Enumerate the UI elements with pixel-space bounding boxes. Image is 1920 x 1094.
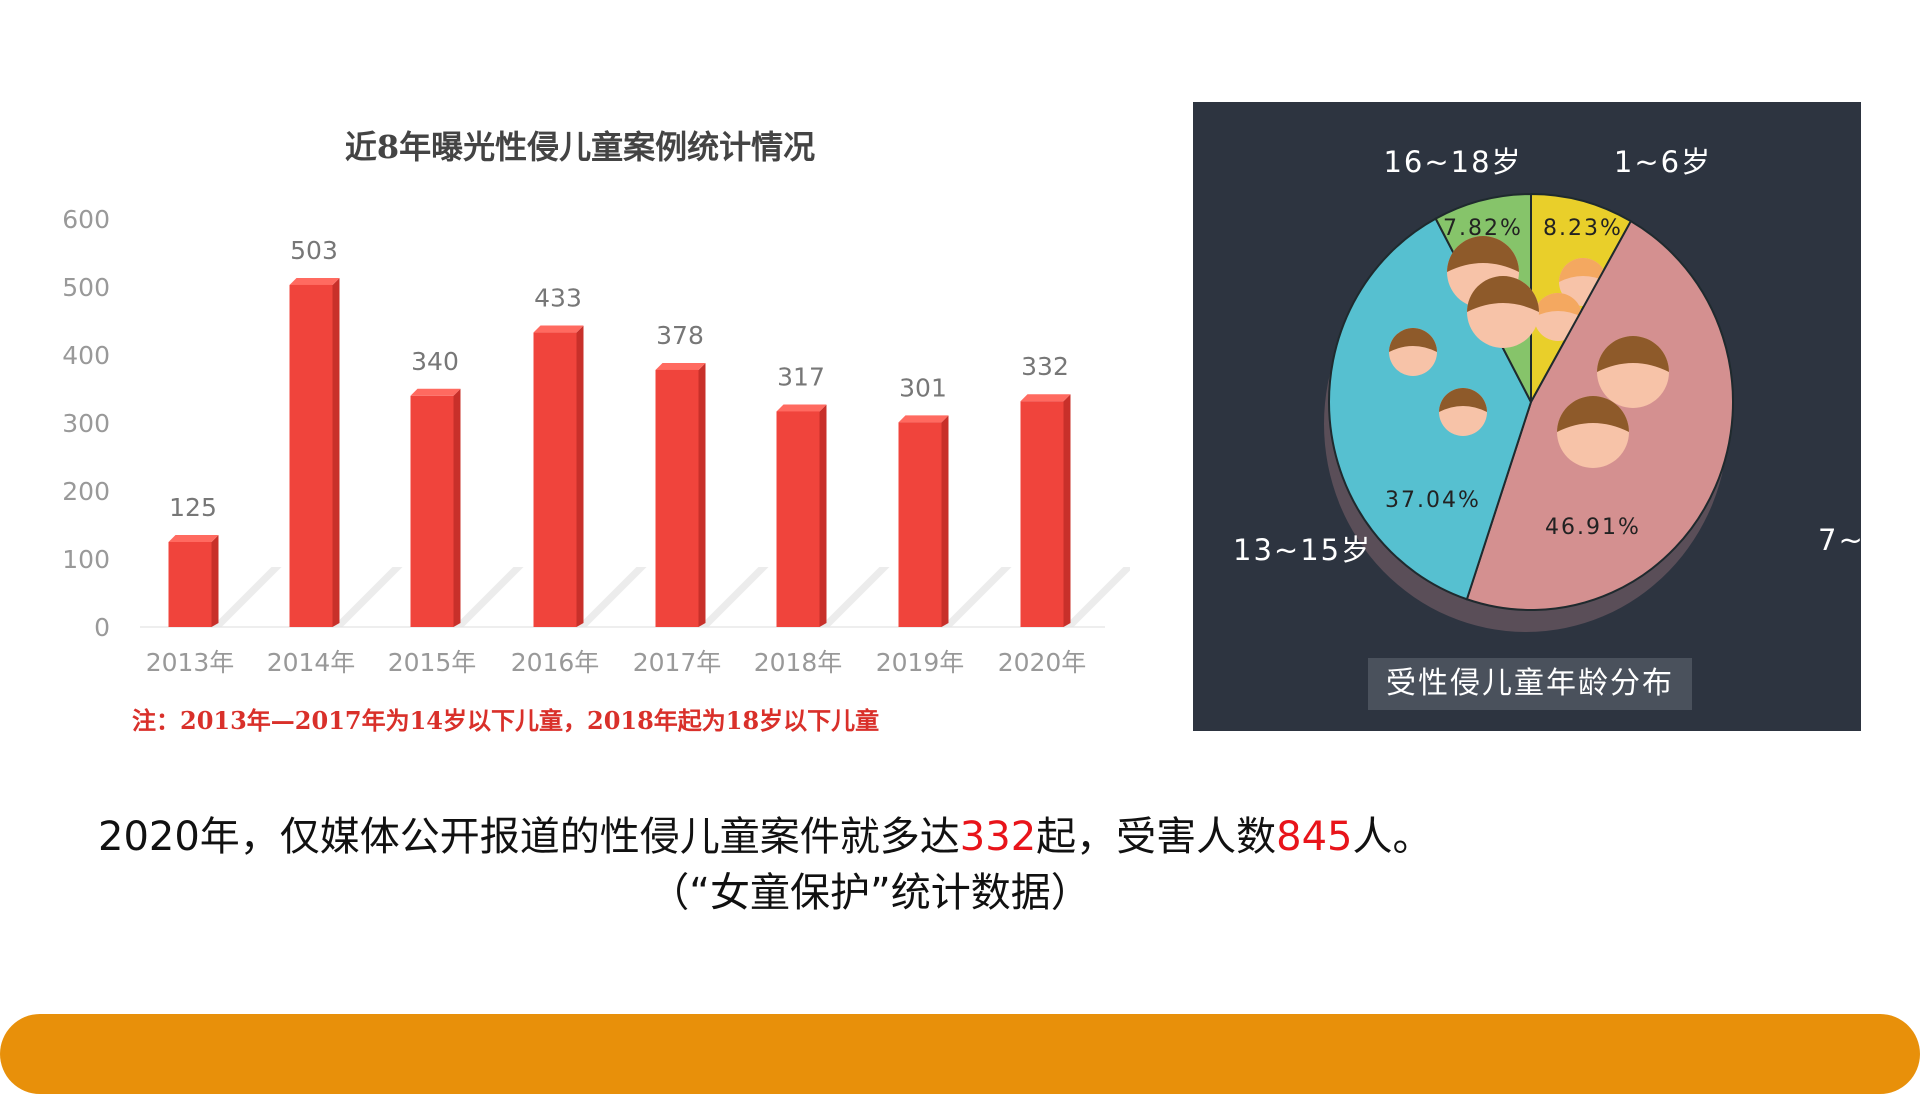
summary-text-a: 2020年，仅媒体公开报道的性侵儿童案件就多达: [98, 814, 960, 860]
slice-label: 7~12岁: [1818, 523, 1861, 557]
bar-side: [819, 404, 827, 627]
hair-icon: [1389, 328, 1437, 352]
x-tick-label: 2014年: [267, 648, 356, 677]
x-tick-label: 2017年: [633, 648, 722, 677]
slice-label: 16~18岁: [1383, 145, 1522, 179]
bar-side: [698, 362, 706, 627]
case-count: 332: [959, 814, 1037, 860]
source-line: （“女童保护”统计数据）: [649, 870, 1091, 916]
summary-line: 2020年，仅媒体公开报道的性侵儿童案件就多达332起，受害人数845人。: [98, 804, 1433, 862]
bar-top: [655, 362, 706, 370]
hair-icon: [1534, 293, 1582, 317]
bar-chart: 近8年曝光性侵儿童案例统计情况 0 100 200 300 400 500 600 125 201…: [62, 128, 1130, 735]
bar-top: [410, 388, 461, 396]
data-label: 317: [777, 362, 825, 391]
bar: [655, 369, 699, 627]
bar-side: [1063, 394, 1071, 627]
chart-note: 注：2013年—2017年为14岁以下儿童，2018年起为18岁以下儿童: [132, 706, 879, 735]
footer-bar: [0, 1014, 1920, 1094]
bar-shadow: [941, 567, 1012, 627]
bar-shadow: [576, 567, 647, 627]
data-label: 301: [899, 373, 947, 402]
slice-label: 1~6岁: [1614, 145, 1712, 179]
y-tick-label: 200: [62, 477, 110, 506]
x-tick-label: 2018年: [754, 648, 843, 677]
slice-pct-label: 7.82%: [1443, 216, 1523, 241]
slice-pct-label: 8.23%: [1543, 216, 1623, 241]
bar: [776, 411, 820, 627]
summary-text-c: 人。: [1352, 814, 1433, 860]
chart-title: 近8年曝光性侵儿童案例统计情况: [345, 128, 815, 166]
x-tick-label: 2015年: [388, 648, 477, 677]
slice-pct-label: 46.91%: [1545, 515, 1641, 540]
slice-pct-label: 37.04%: [1385, 488, 1481, 513]
data-label: 125: [169, 493, 217, 522]
hair-icon: [1467, 276, 1539, 312]
y-tick-label: 100: [62, 545, 110, 574]
victim-count: 845: [1276, 814, 1353, 860]
bar-side: [211, 535, 219, 627]
data-label: 503: [290, 236, 338, 265]
bar-shadow: [453, 567, 524, 627]
hair-icon: [1597, 336, 1669, 372]
bar-shadow: [698, 567, 769, 627]
bar: [168, 542, 212, 627]
bar: [410, 395, 454, 627]
bar-top: [533, 325, 584, 333]
data-label: 340: [411, 347, 459, 376]
bar-side: [453, 388, 461, 627]
bar-top: [776, 404, 827, 412]
bar-top: [1020, 394, 1071, 402]
slice-label: 13~15岁: [1233, 533, 1372, 567]
bar-shadow: [1063, 567, 1130, 627]
bar: [289, 284, 333, 627]
hair-icon: [1439, 388, 1487, 412]
y-tick-label: 0: [94, 613, 110, 642]
bar-top: [289, 277, 340, 285]
hair-icon: [1557, 396, 1629, 432]
pie-chart-panel: 8.23% 1~6岁 46.91% 7~12岁 37.04% 13~15岁 7.82% 16~…: [1193, 102, 1861, 731]
bar: [1020, 401, 1064, 627]
y-tick-label: 600: [62, 205, 110, 234]
bar-top: [168, 535, 219, 542]
bar-side: [941, 415, 949, 627]
bar: [533, 332, 577, 627]
data-label: 378: [656, 321, 704, 350]
x-tick-label: 2019年: [876, 648, 965, 677]
pie-caption: 受性侵儿童年龄分布: [1368, 658, 1692, 710]
x-tick-label: 2016年: [511, 648, 600, 677]
bar-side: [332, 277, 340, 627]
x-tick-label: 2013年: [146, 648, 235, 677]
bar-side: [576, 325, 584, 627]
bar-shadow: [332, 567, 403, 627]
data-label: 433: [534, 284, 582, 313]
y-tick-label: 500: [62, 273, 110, 302]
bar: [898, 422, 942, 627]
y-tick-label: 300: [62, 409, 110, 438]
x-tick-label: 2020年: [998, 648, 1087, 677]
hair-icon: [1559, 258, 1607, 282]
data-label: 332: [1021, 352, 1069, 381]
bar-shadow: [211, 567, 282, 627]
summary-text-b: 起，受害人数: [1036, 814, 1277, 860]
pie-chart: 8.23% 1~6岁 46.91% 7~12岁 37.04% 13~15岁 7.82% 16~…: [1233, 145, 1861, 632]
y-tick-label: 400: [62, 341, 110, 370]
hair-icon: [1447, 236, 1519, 272]
bar-shadow: [819, 567, 890, 627]
bar-top: [898, 415, 949, 423]
